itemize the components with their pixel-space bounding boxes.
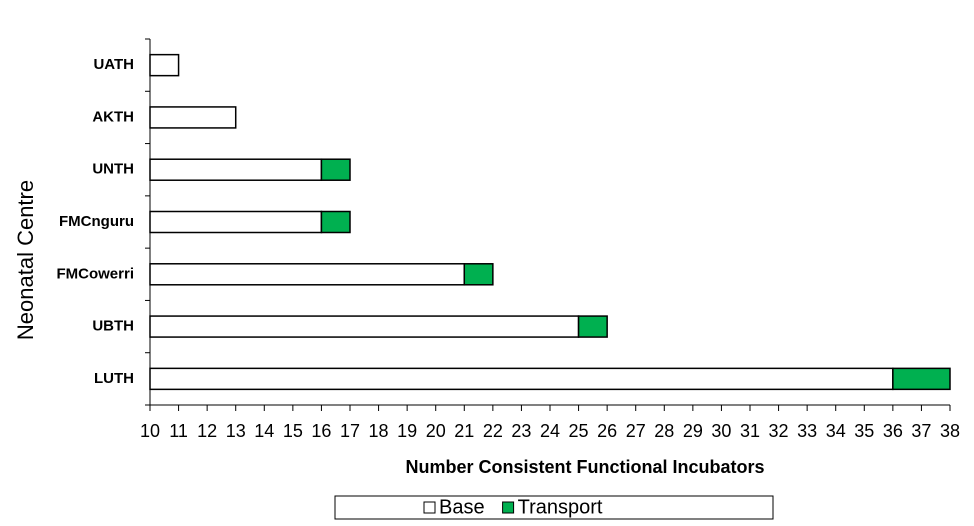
y-tick-label: FMCowerri xyxy=(56,265,134,282)
x-tick-label: 22 xyxy=(483,421,503,441)
x-tick-label: 34 xyxy=(826,421,846,441)
x-tick-label: 17 xyxy=(340,421,360,441)
legend-label: Base xyxy=(439,496,485,518)
x-tick-label: 35 xyxy=(854,421,874,441)
x-tick-label: 10 xyxy=(140,421,160,441)
legend-swatch xyxy=(423,501,436,514)
bar-segment xyxy=(149,210,323,234)
legend-box xyxy=(334,495,774,520)
x-tick-label: 11 xyxy=(169,421,188,441)
x-tick-label: 37 xyxy=(911,421,931,441)
bar-segment xyxy=(149,106,237,129)
x-tick-label: 26 xyxy=(597,421,617,441)
x-tick-label: 32 xyxy=(769,421,789,441)
y-tick-label: AKTH xyxy=(92,108,134,125)
x-tick-label: 31 xyxy=(740,421,760,441)
y-axis-title: Neonatal Centre xyxy=(13,180,38,340)
x-tick-label: 23 xyxy=(511,421,531,441)
y-tick-label: LUTH xyxy=(94,370,134,387)
bar-segment xyxy=(463,263,494,286)
bar-segment xyxy=(577,315,608,338)
x-tick-label: 15 xyxy=(283,421,303,441)
x-tick-label: 24 xyxy=(540,421,560,441)
bar-segment xyxy=(149,263,466,286)
x-tick-label: 25 xyxy=(569,421,589,441)
x-axis-title: Number Consistent Functional Incubators xyxy=(405,457,764,477)
x-tick-label: 19 xyxy=(397,421,417,441)
bar-segment xyxy=(320,158,351,181)
legend-swatch xyxy=(502,501,515,514)
x-tick-label: 20 xyxy=(426,421,446,441)
y-tick-label: UATH xyxy=(93,56,134,73)
x-tick-label: 14 xyxy=(254,421,274,441)
bar-segment xyxy=(320,210,351,234)
bar-segment xyxy=(149,315,580,338)
x-tick-label: 27 xyxy=(626,421,646,441)
x-tick-label: 38 xyxy=(940,421,960,441)
x-tick-label: 18 xyxy=(369,421,389,441)
bar-segment xyxy=(149,367,894,391)
legend-label: Transport xyxy=(518,496,603,518)
y-tick-label: UBTH xyxy=(92,318,134,335)
x-tick-label: 33 xyxy=(797,421,817,441)
x-tick-label: 30 xyxy=(711,421,731,441)
bar-segment xyxy=(149,158,323,181)
bar-segment xyxy=(149,53,180,77)
x-tick-label: 13 xyxy=(226,421,246,441)
x-tick-label: 28 xyxy=(654,421,674,441)
y-tick-label: FMCnguru xyxy=(59,213,134,230)
x-tick-label: 16 xyxy=(311,421,331,441)
x-tick-label: 29 xyxy=(683,421,703,441)
x-tick-label: 36 xyxy=(883,421,903,441)
y-tick-label: UNTH xyxy=(92,161,134,178)
x-tick-label: 21 xyxy=(454,421,474,441)
bar-segment xyxy=(892,367,951,391)
x-tick-label: 12 xyxy=(197,421,217,441)
